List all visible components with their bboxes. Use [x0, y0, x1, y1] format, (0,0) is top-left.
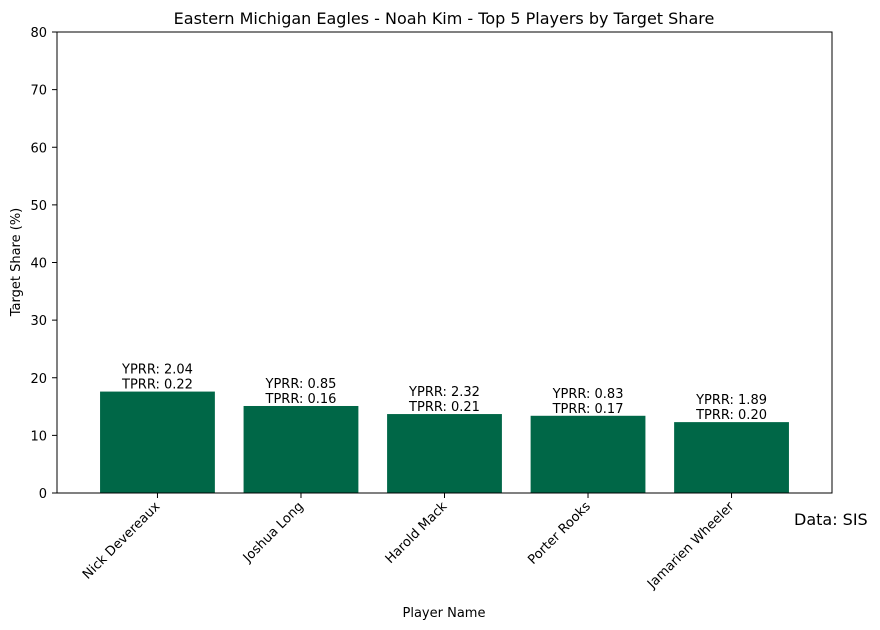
y-tick-label: 60 [30, 141, 47, 156]
bar [530, 415, 646, 493]
data-label: TPRR: 0.17 [552, 402, 624, 417]
data-label: TPRR: 0.20 [695, 408, 767, 423]
y-axis: 0 10 20 30 40 50 60 70 80 [30, 26, 57, 502]
y-tick-label: 50 [30, 199, 47, 214]
x-axis-label: Player Name [403, 606, 486, 621]
x-tick-label: Joshua Long [240, 499, 307, 566]
source-note: Data: SIS [794, 510, 868, 529]
bar [243, 405, 359, 493]
x-tick-label: Nick Devereaux [80, 499, 164, 583]
data-label: YPRR: 0.83 [552, 387, 624, 402]
data-label: YPRR: 0.85 [265, 377, 337, 392]
bar [100, 391, 215, 493]
chart-title: Eastern Michigan Eagles - Noah Kim - Top… [174, 9, 715, 28]
y-tick-label: 30 [30, 314, 47, 329]
plot-frame [56, 31, 833, 494]
y-tick-label: 20 [30, 372, 47, 387]
y-tick-label: 80 [30, 26, 47, 41]
bar [387, 414, 502, 493]
y-tick-label: 10 [30, 429, 47, 444]
x-tick-label: Jamarien Wheeler [644, 499, 738, 593]
y-axis-label: Target Share (%) [9, 208, 24, 318]
bar [674, 422, 789, 493]
data-label: YPRR: 2.32 [408, 385, 480, 400]
x-tick-label: Harold Mack [383, 499, 451, 567]
data-label: TPRR: 0.22 [121, 378, 193, 393]
bars-group [100, 391, 789, 493]
y-tick-label: 70 [30, 84, 47, 99]
data-label: YPRR: 2.04 [121, 363, 193, 378]
x-axis: Nick Devereaux Joshua Long Harold Mack Port… [80, 493, 738, 592]
x-tick-label: Porter Rooks [525, 499, 594, 568]
data-label: TPRR: 0.16 [265, 392, 337, 407]
y-tick-label: 0 [39, 487, 47, 502]
data-label: TPRR: 0.21 [408, 400, 480, 415]
y-tick-label: 40 [30, 257, 47, 272]
data-label: YPRR: 1.89 [695, 393, 767, 408]
